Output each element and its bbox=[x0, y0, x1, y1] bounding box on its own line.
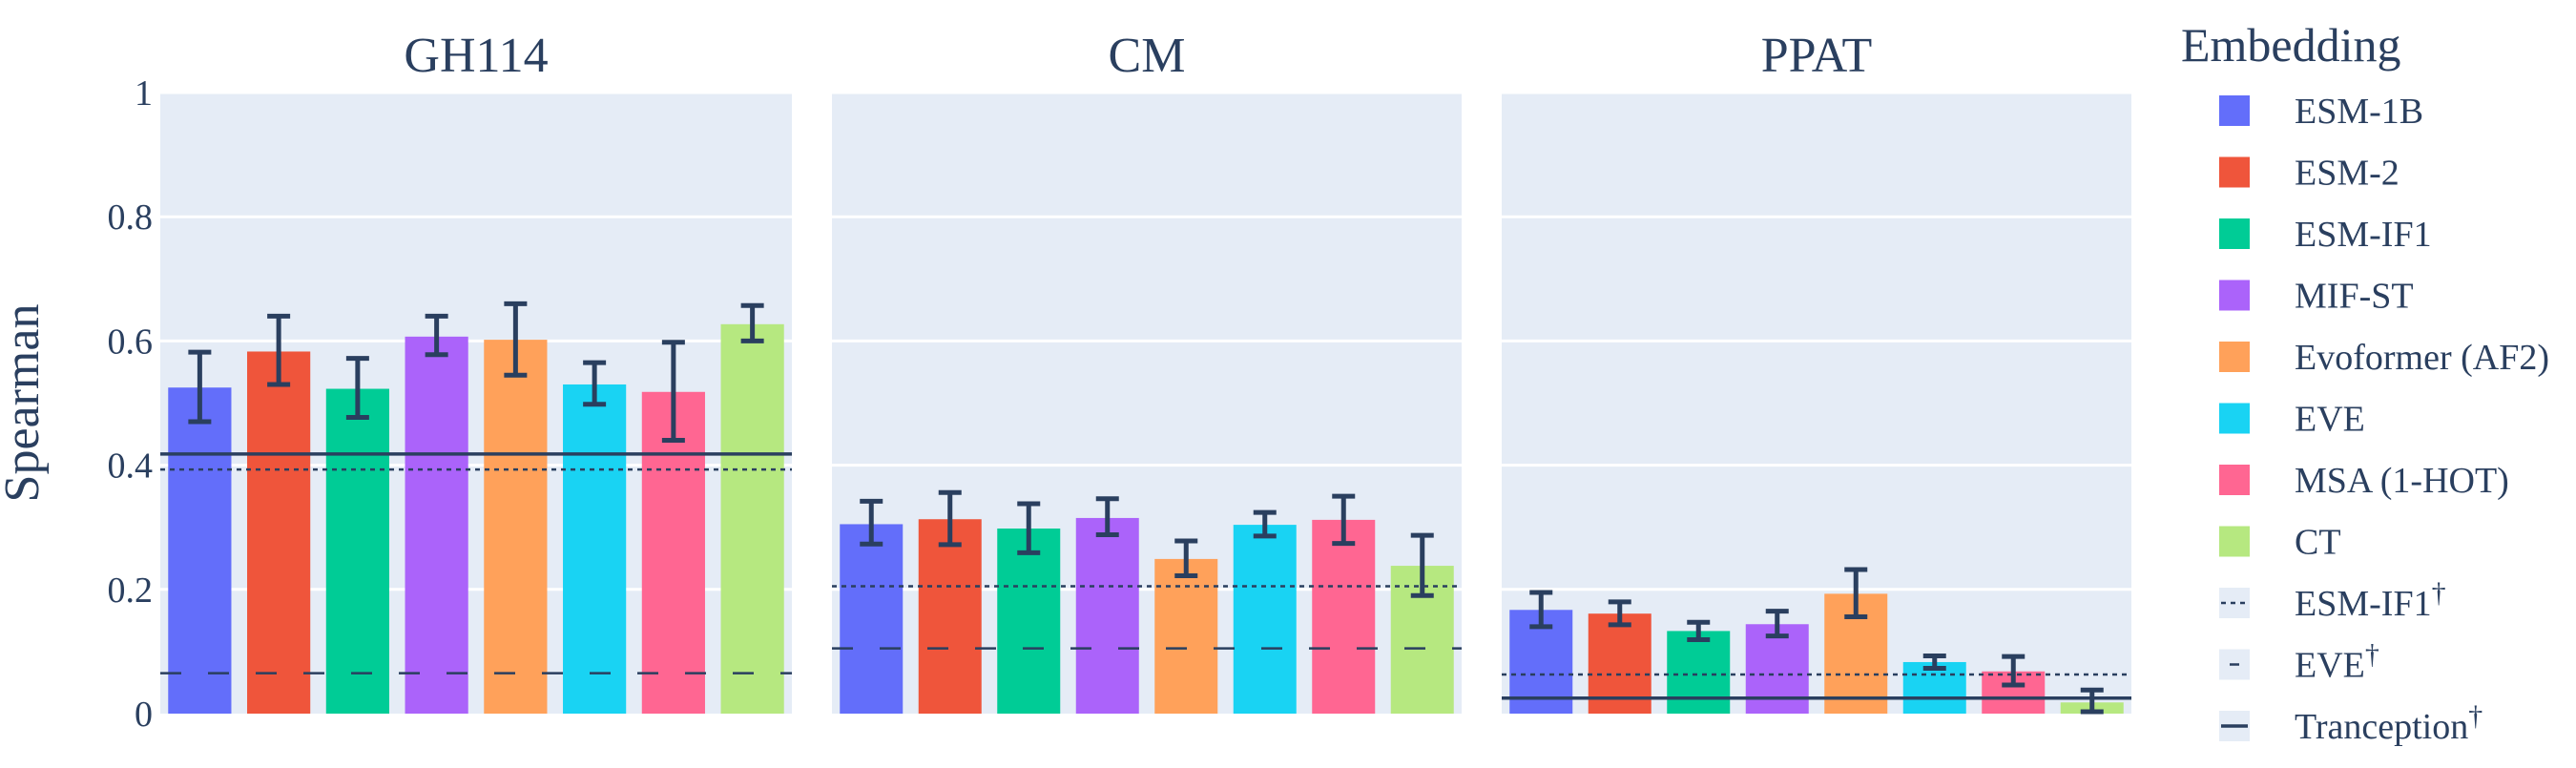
legend-label-text-10: Tranception bbox=[2295, 707, 2468, 747]
bar-CM-4 bbox=[1154, 558, 1218, 714]
legend-label-text-0: ESM-1B bbox=[2295, 92, 2423, 132]
legend-label-9: EVE† bbox=[2295, 639, 2379, 686]
legend-label-text-5: EVE bbox=[2295, 400, 2365, 440]
legend-swatch-4 bbox=[2219, 342, 2250, 372]
bar-CM-2 bbox=[997, 529, 1061, 714]
legend-label-sup-10: † bbox=[2468, 700, 2483, 732]
legend-swatch-6 bbox=[2219, 465, 2250, 495]
bar-CM-3 bbox=[1075, 517, 1139, 714]
y-tick-label-5: 1 bbox=[135, 73, 153, 114]
bar-GH114-1 bbox=[247, 351, 311, 714]
bar-CM-1 bbox=[918, 519, 982, 714]
legend-swatch-7 bbox=[2219, 526, 2250, 557]
legend-label-sup-8: † bbox=[2432, 577, 2446, 609]
legend-label-8: ESM-IF1† bbox=[2295, 577, 2446, 624]
legend-label-3: MIF-ST bbox=[2295, 277, 2414, 317]
y-tick-label-3: 0.6 bbox=[108, 322, 154, 362]
legend-swatch-3 bbox=[2219, 280, 2250, 311]
bar-GH114-3 bbox=[405, 336, 468, 714]
panel-title-0: GH114 bbox=[404, 29, 548, 83]
panel-title-2: PPAT bbox=[1761, 29, 1873, 83]
legend-label-2: ESM-IF1 bbox=[2295, 215, 2432, 255]
legend-label-text-9: EVE bbox=[2295, 646, 2365, 686]
legend-label-text-1: ESM-2 bbox=[2295, 154, 2399, 194]
legend-title: Embedding bbox=[2181, 18, 2401, 72]
legend-label-text-7: CT bbox=[2295, 523, 2341, 563]
legend-label-5: EVE bbox=[2295, 400, 2365, 440]
legend-label-4: Evoformer (AF2) bbox=[2295, 338, 2549, 378]
legend-label-1: ESM-2 bbox=[2295, 154, 2399, 194]
bar-GH114-4 bbox=[484, 340, 548, 714]
bar-GH114-6 bbox=[641, 391, 705, 714]
legend-label-10: Tranception† bbox=[2295, 700, 2483, 747]
bar-PPAT-2 bbox=[1667, 631, 1731, 714]
bar-GH114-0 bbox=[168, 387, 232, 714]
legend-label-text-8: ESM-IF1 bbox=[2295, 584, 2432, 624]
legend-swatch-1 bbox=[2219, 156, 2250, 188]
legend-label-0: ESM-1B bbox=[2295, 92, 2423, 132]
panel-title-1: CM bbox=[1109, 29, 1186, 83]
bar-GH114-2 bbox=[325, 388, 389, 714]
bar-CM-5 bbox=[1233, 525, 1297, 714]
y-tick-label-4: 0.8 bbox=[108, 197, 154, 238]
legend-label-text-4: Evoformer (AF2) bbox=[2295, 338, 2549, 378]
legend-label-text-2: ESM-IF1 bbox=[2295, 215, 2432, 255]
legend-label-text-3: MIF-ST bbox=[2295, 277, 2414, 317]
legend-swatch-2 bbox=[2219, 218, 2250, 249]
legend-label-sup-9: † bbox=[2365, 639, 2379, 671]
y-tick-label-2: 0.4 bbox=[108, 446, 154, 487]
y-axis-label: Spearman bbox=[0, 304, 50, 503]
legend-swatch-0 bbox=[2219, 95, 2250, 126]
bar-CM-0 bbox=[840, 524, 904, 714]
legend-label-7: CT bbox=[2295, 523, 2341, 563]
bar-CM-6 bbox=[1312, 519, 1376, 714]
plot-background-2 bbox=[1502, 93, 2131, 714]
y-tick-label-1: 0.2 bbox=[108, 571, 154, 611]
bar-GH114-7 bbox=[720, 323, 784, 714]
legend-swatch-5 bbox=[2219, 403, 2250, 434]
y-tick-label-0: 0 bbox=[135, 695, 153, 735]
legend-label-6: MSA (1-HOT) bbox=[2295, 461, 2509, 501]
legend-label-text-6: MSA (1-HOT) bbox=[2295, 461, 2509, 501]
bar-GH114-5 bbox=[563, 384, 627, 714]
